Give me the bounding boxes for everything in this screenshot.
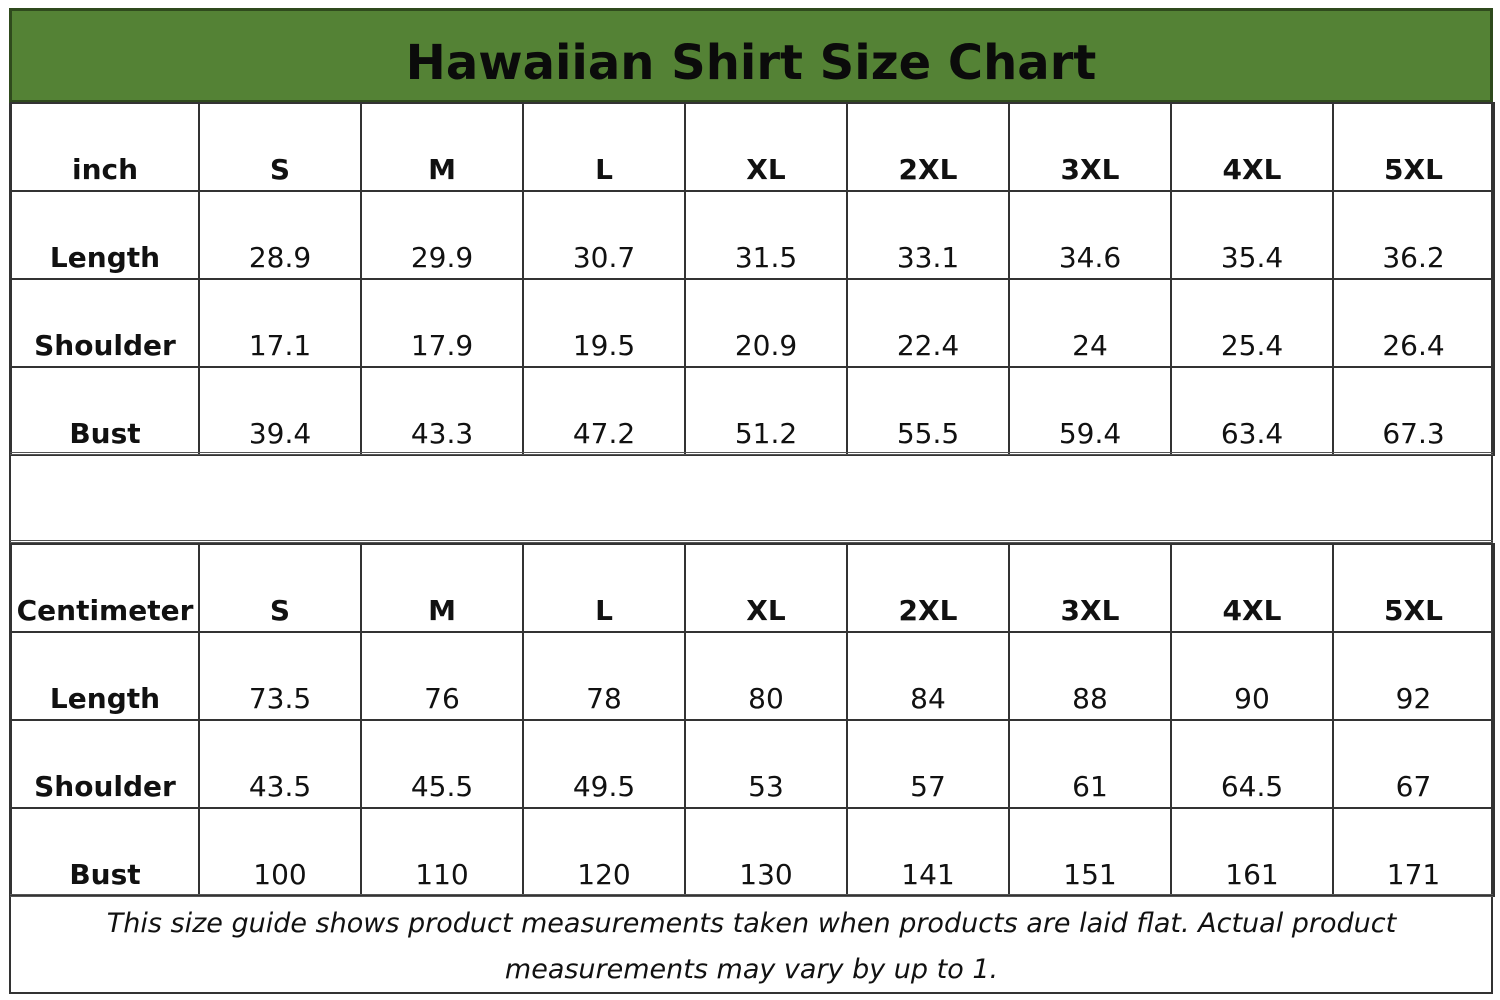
measurement-cell: 51.2 (684, 366, 848, 456)
inch-size-table: inch S M L XL 2XL 3XL 4XL 5XL Length 28.9 29.9 30.7 3… (10, 102, 1495, 456)
measurement-cell: 45.5 (360, 719, 524, 809)
measurement-cell: 19.5 (522, 278, 686, 368)
measurement-cell: 39.4 (198, 366, 362, 456)
centimeter-size-table: Centimeter S M L XL 2XL 3XL 4XL 5XL Length 73.5 76 7… (10, 543, 1495, 897)
measurement-cell: 26.4 (1332, 278, 1495, 368)
measurement-cell: 90 (1170, 631, 1334, 721)
measurement-cell: 130 (684, 807, 848, 897)
measurement-cell: 22.4 (846, 278, 1010, 368)
table-row: Length 73.5 76 78 80 84 88 90 92 (10, 631, 1495, 721)
measurement-cell: 76 (360, 631, 524, 721)
header-row: inch S M L XL 2XL 3XL 4XL 5XL (10, 102, 1495, 192)
measurement-cell: 28.9 (198, 190, 362, 280)
table-row: Bust 39.4 43.3 47.2 51.2 55.5 59.4 63.4 67.3 (10, 366, 1495, 456)
size-header: S (198, 543, 362, 633)
size-header: 5XL (1332, 102, 1495, 192)
size-header: 4XL (1170, 543, 1334, 633)
row-label: Shoulder (10, 719, 200, 809)
measurement-cell: 43.5 (198, 719, 362, 809)
size-header: 2XL (846, 102, 1010, 192)
size-header: M (360, 543, 524, 633)
measurement-cell: 17.9 (360, 278, 524, 368)
measurement-cell: 49.5 (522, 719, 686, 809)
measurement-cell: 31.5 (684, 190, 848, 280)
table-row: Length 28.9 29.9 30.7 31.5 33.1 34.6 35.4 36.2 (10, 190, 1495, 280)
size-header: XL (684, 543, 848, 633)
size-header: M (360, 102, 524, 192)
row-label: Shoulder (10, 278, 200, 368)
measurement-cell: 43.3 (360, 366, 524, 456)
row-label: Length (10, 190, 200, 280)
size-header: 3XL (1008, 543, 1172, 633)
measurement-cell: 47.2 (522, 366, 686, 456)
measurement-cell: 171 (1332, 807, 1495, 897)
measurement-cell: 35.4 (1170, 190, 1334, 280)
measurement-cell: 100 (198, 807, 362, 897)
measurement-cell: 84 (846, 631, 1010, 721)
size-header: L (522, 102, 686, 192)
size-header: 4XL (1170, 102, 1334, 192)
measurement-note: This size guide shows product measuremen… (10, 894, 1493, 993)
measurement-cell: 67.3 (1332, 366, 1495, 456)
header-row: Centimeter S M L XL 2XL 3XL 4XL 5XL (10, 543, 1495, 633)
measurement-cell: 80 (684, 631, 848, 721)
measurement-cell: 161 (1170, 807, 1334, 897)
row-label: Bust (10, 807, 200, 897)
table-row: Bust 100 110 120 130 141 151 161 171 (10, 807, 1495, 897)
unit-header: Centimeter (10, 543, 200, 633)
size-header: L (522, 543, 686, 633)
measurement-cell: 78 (522, 631, 686, 721)
size-header: 5XL (1332, 543, 1495, 633)
table-row: Shoulder 17.1 17.9 19.5 20.9 22.4 24 25.4 26.4 (10, 278, 1495, 368)
size-header: XL (684, 102, 848, 192)
measurement-cell: 17.1 (198, 278, 362, 368)
measurement-cell: 63.4 (1170, 366, 1334, 456)
measurement-cell: 55.5 (846, 366, 1010, 456)
measurement-cell: 53 (684, 719, 848, 809)
row-label: Bust (10, 366, 200, 456)
measurement-cell: 64.5 (1170, 719, 1334, 809)
measurement-cell: 67 (1332, 719, 1495, 809)
measurement-cell: 25.4 (1170, 278, 1334, 368)
measurement-cell: 30.7 (522, 190, 686, 280)
measurement-cell: 57 (846, 719, 1010, 809)
measurement-cell: 61 (1008, 719, 1172, 809)
measurement-cell: 151 (1008, 807, 1172, 897)
row-label: Length (10, 631, 200, 721)
unit-header: inch (10, 102, 200, 192)
measurement-cell: 34.6 (1008, 190, 1172, 280)
size-header: 3XL (1008, 102, 1172, 192)
table-spacer (10, 452, 1493, 543)
measurement-cell: 29.9 (360, 190, 524, 280)
page-title: Hawaiian Shirt Size Chart (9, 8, 1493, 103)
measurement-cell: 73.5 (198, 631, 362, 721)
measurement-cell: 92 (1332, 631, 1495, 721)
measurement-cell: 59.4 (1008, 366, 1172, 456)
measurement-cell: 110 (360, 807, 524, 897)
table-row: Shoulder 43.5 45.5 49.5 53 57 61 64.5 67 (10, 719, 1495, 809)
measurement-cell: 141 (846, 807, 1010, 897)
measurement-cell: 24 (1008, 278, 1172, 368)
measurement-cell: 88 (1008, 631, 1172, 721)
measurement-cell: 36.2 (1332, 190, 1495, 280)
measurement-cell: 120 (522, 807, 686, 897)
size-header: 2XL (846, 543, 1010, 633)
size-header: S (198, 102, 362, 192)
measurement-cell: 20.9 (684, 278, 848, 368)
measurement-cell: 33.1 (846, 190, 1010, 280)
